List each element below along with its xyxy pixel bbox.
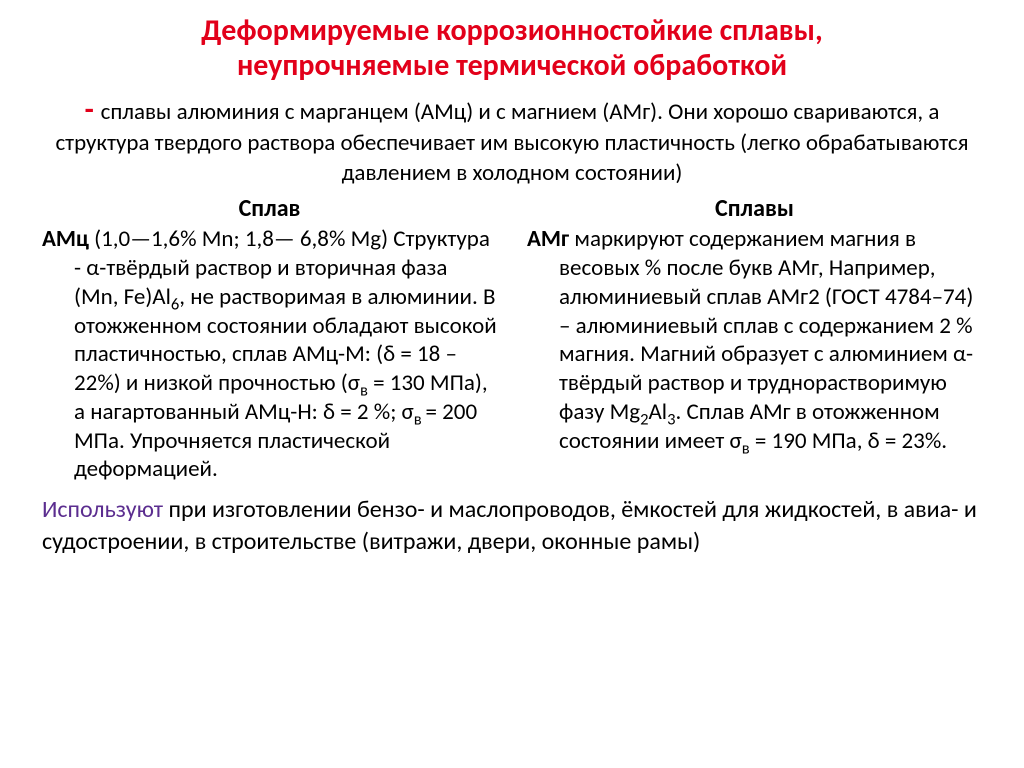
- left-column: Сплав АМц (1,0—1,6% Mn; 1,8— 6,8% Mg) Ст…: [42, 194, 497, 484]
- left-body-text: (1,0—1,6% Mn; 1,8— 6,8% Mg) Структура - …: [74, 225, 497, 483]
- intro-dash: -: [85, 91, 101, 128]
- left-column-body: АМц (1,0—1,6% Mn; 1,8— 6,8% Mg) Структур…: [42, 225, 497, 484]
- footer-paragraph: Используют при изготовлении бензо- и мас…: [42, 494, 982, 559]
- title-line1: Деформируемые коррозионностойкие сплавы,: [201, 12, 822, 49]
- right-column: Сплавы АМг маркируют содержанием магния …: [527, 194, 982, 484]
- intro-paragraph: - сплавы алюминия с марганцем (АМц) и с …: [42, 91, 982, 188]
- right-column-head: Сплавы: [527, 194, 982, 223]
- right-column-body: АМг маркируют содержанием магния в весов…: [527, 225, 982, 455]
- right-body-text: маркируют содержанием магния в весовых %…: [559, 225, 973, 454]
- slide-title: Деформируемые коррозионностойкие сплавы,…: [42, 14, 982, 83]
- title-line2: неупрочняемые термической обработкой: [237, 47, 787, 84]
- left-lead-bold: АМц: [42, 225, 94, 253]
- footer-use-word: Используют: [42, 495, 163, 524]
- footer-rest: при изготовлении бензо- и маслопроводов,…: [42, 495, 977, 556]
- intro-text: сплавы алюминия с марганцем (АМц) и с ма…: [55, 98, 968, 187]
- right-lead-bold: АМг: [527, 225, 574, 253]
- left-column-head: Сплав: [42, 194, 497, 223]
- two-column-block: Сплав АМц (1,0—1,6% Mn; 1,8— 6,8% Mg) Ст…: [42, 194, 982, 484]
